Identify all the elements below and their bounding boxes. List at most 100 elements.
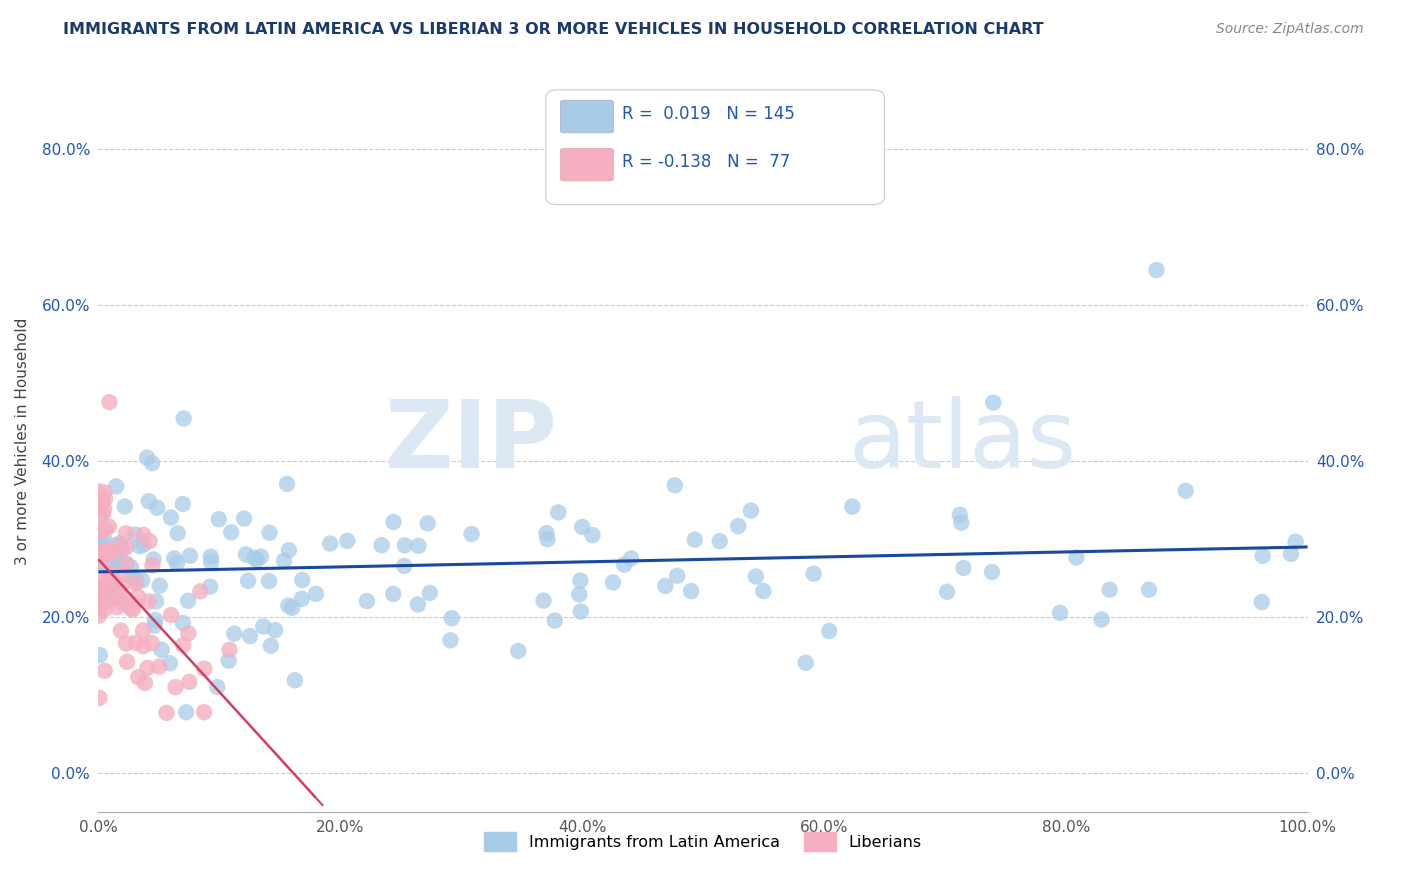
Point xyxy=(150,643,173,657)
Point xyxy=(683,533,706,547)
Point xyxy=(115,655,138,669)
Point xyxy=(132,639,155,653)
Point xyxy=(155,706,177,720)
FancyBboxPatch shape xyxy=(561,148,613,181)
Point xyxy=(115,540,138,554)
Point xyxy=(115,526,138,541)
Point xyxy=(108,536,131,550)
Point xyxy=(536,532,558,546)
Point xyxy=(90,543,112,558)
Point xyxy=(1285,534,1308,549)
Point xyxy=(218,643,240,657)
Point xyxy=(93,502,115,516)
Point xyxy=(103,559,125,574)
Point xyxy=(124,527,146,541)
Point xyxy=(89,578,111,592)
Point xyxy=(94,522,117,536)
Point xyxy=(569,574,592,588)
Point xyxy=(236,574,259,588)
Point xyxy=(121,570,143,584)
Point xyxy=(148,659,170,673)
Point xyxy=(94,589,117,603)
Point xyxy=(89,499,111,513)
Point xyxy=(97,548,120,562)
Point xyxy=(110,585,132,599)
Point xyxy=(709,534,731,549)
Point xyxy=(950,516,973,530)
Text: ZIP: ZIP xyxy=(385,395,558,488)
Point xyxy=(125,574,148,589)
Point xyxy=(138,494,160,508)
Point xyxy=(90,493,112,508)
Point xyxy=(740,503,762,517)
Point xyxy=(1098,582,1121,597)
Point xyxy=(89,601,111,615)
Point xyxy=(1049,606,1071,620)
Point xyxy=(122,602,145,616)
Point xyxy=(94,583,117,598)
Point xyxy=(89,544,111,558)
Point xyxy=(89,555,111,569)
Point xyxy=(132,528,155,542)
Point xyxy=(97,578,120,592)
Point xyxy=(581,528,603,542)
Point xyxy=(93,532,115,546)
Point xyxy=(136,661,159,675)
Point xyxy=(252,619,274,633)
Point xyxy=(97,568,120,582)
Point xyxy=(93,569,115,583)
Point xyxy=(233,511,256,525)
Point xyxy=(952,561,974,575)
Point xyxy=(89,648,111,662)
Point xyxy=(508,644,530,658)
Point xyxy=(664,478,686,492)
Point xyxy=(94,491,117,506)
Point xyxy=(105,551,128,566)
Point xyxy=(104,591,127,605)
Point xyxy=(114,597,136,611)
Point xyxy=(1090,613,1112,627)
Point xyxy=(124,636,146,650)
Point xyxy=(138,595,160,609)
Point xyxy=(127,670,149,684)
Point xyxy=(172,615,194,630)
Point xyxy=(87,484,110,499)
Point xyxy=(1251,549,1274,563)
Point xyxy=(115,558,138,572)
Point xyxy=(264,623,287,637)
Point xyxy=(536,526,558,541)
Point xyxy=(108,590,131,604)
Legend: Immigrants from Latin America, Liberians: Immigrants from Latin America, Liberians xyxy=(478,826,928,857)
Point xyxy=(98,566,121,581)
Y-axis label: 3 or more Vehicles in Household: 3 or more Vehicles in Household xyxy=(15,318,31,566)
Point xyxy=(1174,483,1197,498)
Point xyxy=(277,599,299,613)
Point xyxy=(336,533,359,548)
Point xyxy=(235,548,257,562)
Point xyxy=(200,555,222,569)
Point xyxy=(257,574,280,588)
Point xyxy=(90,524,112,539)
Point xyxy=(250,549,273,564)
Point xyxy=(179,674,201,689)
Point xyxy=(114,500,136,514)
Point xyxy=(124,576,146,591)
Point xyxy=(259,525,281,540)
Point xyxy=(291,573,314,587)
Point xyxy=(273,553,295,567)
Text: R =  0.019   N = 145: R = 0.019 N = 145 xyxy=(621,104,794,123)
Point xyxy=(752,584,775,599)
Point xyxy=(104,592,127,607)
Point xyxy=(108,583,131,598)
Point xyxy=(91,507,114,521)
Point xyxy=(128,539,150,553)
Point xyxy=(97,519,120,533)
Point xyxy=(1279,547,1302,561)
Point xyxy=(166,556,188,570)
Point xyxy=(163,551,186,566)
Point xyxy=(382,515,405,529)
Point xyxy=(111,542,134,557)
Point xyxy=(105,554,128,568)
Point xyxy=(105,479,128,493)
Point xyxy=(218,654,240,668)
